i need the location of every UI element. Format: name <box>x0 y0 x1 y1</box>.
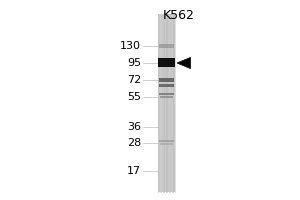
Bar <box>158 58 175 67</box>
Bar <box>159 84 174 87</box>
Bar <box>159 93 174 95</box>
Polygon shape <box>177 57 190 69</box>
Bar <box>159 78 174 82</box>
Bar <box>159 44 174 48</box>
Text: 17: 17 <box>127 166 141 176</box>
Text: K562: K562 <box>163 9 194 22</box>
Text: 36: 36 <box>127 122 141 132</box>
Bar <box>160 143 173 145</box>
Bar <box>159 140 174 142</box>
Bar <box>158 14 175 192</box>
Text: 72: 72 <box>127 75 141 85</box>
Text: 130: 130 <box>120 41 141 51</box>
Text: 95: 95 <box>127 58 141 68</box>
Bar <box>160 96 173 98</box>
Text: 28: 28 <box>127 138 141 148</box>
Text: 55: 55 <box>127 92 141 102</box>
